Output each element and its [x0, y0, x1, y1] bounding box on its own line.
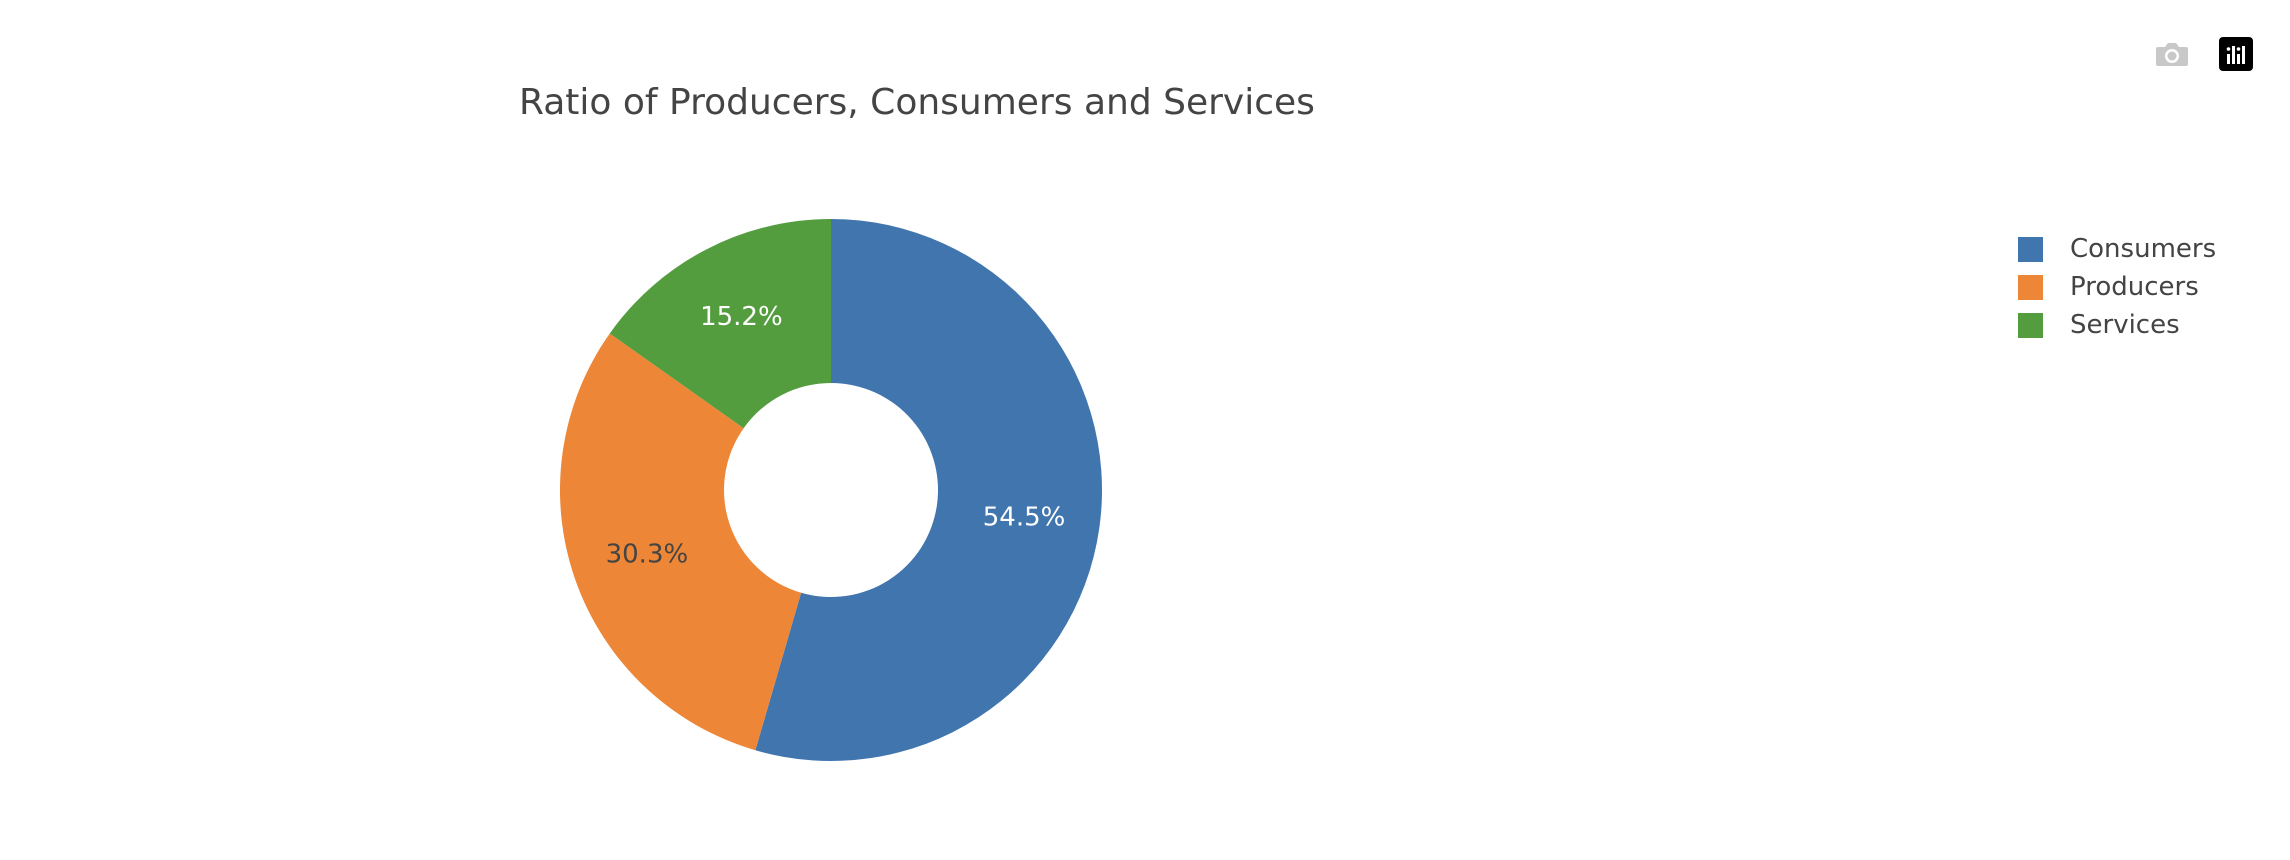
pie-slice-producers[interactable] — [560, 333, 802, 751]
plotly-logo-button[interactable] — [2218, 36, 2254, 72]
pie-slice-services[interactable] — [609, 219, 831, 429]
legend-swatch-producers — [2018, 274, 2043, 300]
legend-label-producers: Producers — [2070, 272, 2199, 302]
slice-label-consumers: 54.5% — [983, 502, 1066, 532]
legend-label-services: Services — [2070, 310, 2180, 340]
slice-label-producers: 30.3% — [606, 539, 689, 569]
legend-item-consumers[interactable]: Consumers — [2018, 230, 2216, 268]
camera-icon — [2156, 43, 2188, 66]
plotly-logo-icon — [2219, 37, 2253, 71]
slice-label-services: 15.2% — [700, 302, 783, 332]
legend: Consumers Producers Services — [2018, 230, 2216, 344]
legend-swatch-services — [2018, 312, 2043, 338]
modebar — [2154, 36, 2254, 72]
download-plot-button[interactable] — [2154, 36, 2190, 72]
legend-item-services[interactable]: Services — [2018, 306, 2216, 344]
legend-swatch-consumers — [2018, 236, 2043, 262]
chart-title: Ratio of Producers, Consumers and Servic… — [519, 82, 1315, 123]
legend-item-producers[interactable]: Producers — [2018, 268, 2216, 306]
legend-label-consumers: Consumers — [2070, 234, 2217, 264]
pie-slice-consumers[interactable] — [755, 219, 1103, 761]
